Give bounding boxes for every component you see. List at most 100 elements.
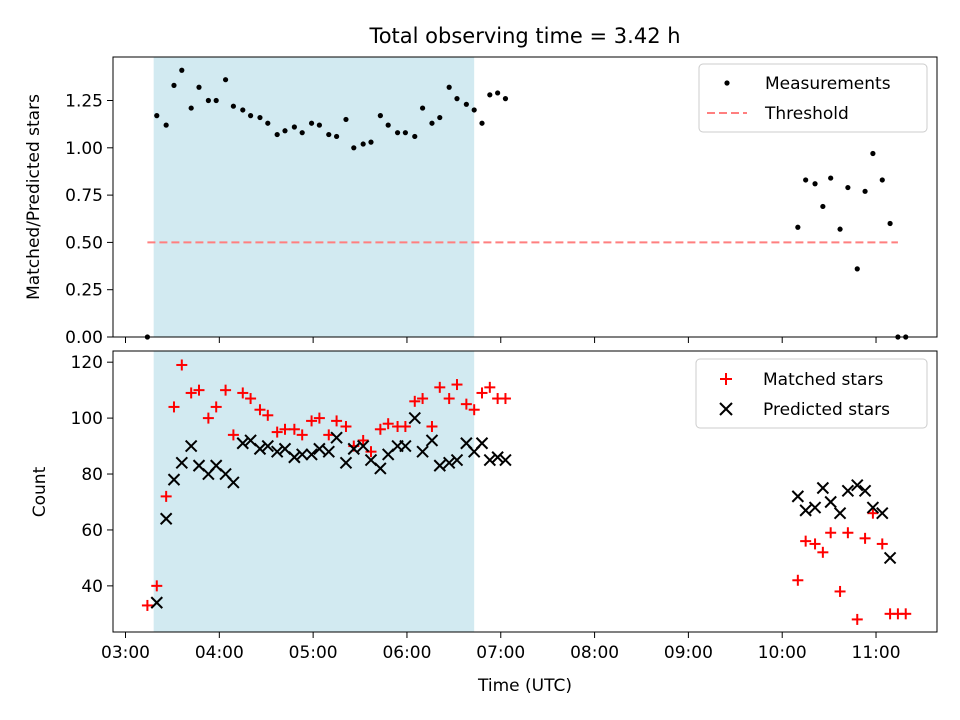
top-y-axis-label: Matched/Predicted stars <box>24 94 44 300</box>
x-tick-label: 04:00 <box>195 643 244 663</box>
y-tick-label: 120 <box>71 353 103 373</box>
matched-star-point <box>227 429 239 441</box>
top-legend: Measurements Threshold <box>698 63 928 133</box>
matched-star-point <box>382 418 394 430</box>
x-tick-label: 09:00 <box>664 643 713 663</box>
legend-matched-label: Matched stars <box>763 370 883 390</box>
measurement-point <box>812 181 818 187</box>
measurement-point <box>385 122 391 128</box>
measurement-point <box>188 105 194 111</box>
predicted-star-point <box>851 479 864 492</box>
matched-star-point <box>176 359 188 371</box>
matched-star-point <box>484 381 496 393</box>
predicted-star-point <box>499 453 512 467</box>
measurement-point <box>257 114 263 121</box>
legend-matched-marker <box>720 373 732 385</box>
predicted-star-point <box>374 462 387 475</box>
matched-star-point <box>331 415 343 427</box>
matched-star-point <box>876 538 888 550</box>
predicted-star-point <box>425 434 439 447</box>
y-tick-label: 60 <box>81 521 103 541</box>
matched-star-point <box>357 434 369 446</box>
x-tick-label: 07:00 <box>476 643 525 663</box>
y-tick-label: 100 <box>71 409 103 429</box>
x-tick-label: 06:00 <box>382 643 431 663</box>
measurement-point <box>429 120 435 126</box>
measurement-point <box>803 177 809 183</box>
y-tick-label: 0.50 <box>65 233 103 253</box>
measurements-series <box>144 67 909 340</box>
predicted-star-point <box>475 437 489 450</box>
measurement-point <box>171 82 177 88</box>
predicted-star-point <box>866 501 880 514</box>
top-shaded-interval <box>153 57 475 337</box>
predicted-star-point <box>261 439 275 453</box>
measurement-point <box>394 130 401 136</box>
bottom-axes-frame <box>112 350 938 633</box>
predicted-star-point <box>339 456 353 470</box>
measurement-point <box>854 266 860 272</box>
measurement-point <box>837 226 843 232</box>
measurement-point <box>502 96 509 102</box>
measurement-point <box>222 77 229 83</box>
predicted-star-point <box>305 448 318 461</box>
measurement-point <box>463 101 469 107</box>
matched-star-point <box>417 393 429 405</box>
measurement-point <box>230 103 236 109</box>
matched-star-point <box>151 580 163 592</box>
bottom-axes: 03:00 04:00 05:00 06:00 07:00 08:00 09:00 10:00… <box>30 350 938 696</box>
matched-star-point <box>409 395 421 407</box>
measurement-point <box>887 220 893 227</box>
y-tick-label: 1.25 <box>65 92 103 112</box>
matched-star-point <box>460 398 472 410</box>
matched-star-point <box>288 423 300 435</box>
legend-measurements-label: Measurements <box>765 74 891 94</box>
x-tick-label: 05:00 <box>289 643 338 663</box>
matched-star-point <box>237 387 249 399</box>
predicted-star-point <box>175 456 189 470</box>
measurement-point <box>795 224 801 230</box>
predicted-star-point <box>288 451 301 464</box>
matched-star-point <box>842 527 854 539</box>
measurement-point <box>495 90 501 96</box>
bottom-x-ticks: 03:00 04:00 05:00 06:00 07:00 08:00 09:00 10:00… <box>101 632 901 663</box>
measurement-point <box>240 107 246 113</box>
predicted-star-point <box>159 512 173 525</box>
matched-star-point <box>141 599 153 611</box>
shaded-span <box>153 351 475 632</box>
predicted-star-point <box>399 439 412 453</box>
y-tick-label: 40 <box>81 577 103 597</box>
measurement-point <box>845 184 851 191</box>
measurement-point <box>402 130 408 136</box>
measurement-point <box>282 128 288 134</box>
matched-star-point <box>900 608 912 620</box>
measurement-point <box>820 203 826 210</box>
predicted-star-point <box>883 551 897 565</box>
matched-star-point <box>185 387 197 399</box>
matched-star-point <box>340 420 352 432</box>
matched-star-point <box>296 429 308 441</box>
bottom-y-ticks: 40 60 80 100 120 <box>71 353 113 597</box>
predicted-star-point <box>824 495 837 509</box>
predicted-star-point <box>322 445 335 458</box>
matched-star-point <box>867 507 879 519</box>
bottom-legend: Matched stars Predicted stars <box>695 358 928 429</box>
predicted-star-point <box>270 445 284 458</box>
matched-star-point <box>279 423 291 435</box>
predicted-star-point <box>442 456 456 470</box>
top-legend-box <box>698 63 928 133</box>
measurement-point <box>471 107 477 113</box>
predicted-star-point <box>808 501 822 514</box>
measurement-point <box>163 122 169 128</box>
matched-star-point <box>792 574 804 586</box>
top-x-ticks <box>125 337 877 343</box>
measurement-point <box>213 97 219 104</box>
predicted-star-point <box>816 481 830 495</box>
predicted-star-point <box>184 439 198 453</box>
matched-star-point <box>800 535 812 547</box>
predicted-stars-series <box>150 411 897 609</box>
matched-star-point <box>160 490 172 502</box>
measurement-point <box>862 188 868 194</box>
matched-star-point <box>220 384 232 396</box>
predicted-star-point <box>313 442 326 456</box>
